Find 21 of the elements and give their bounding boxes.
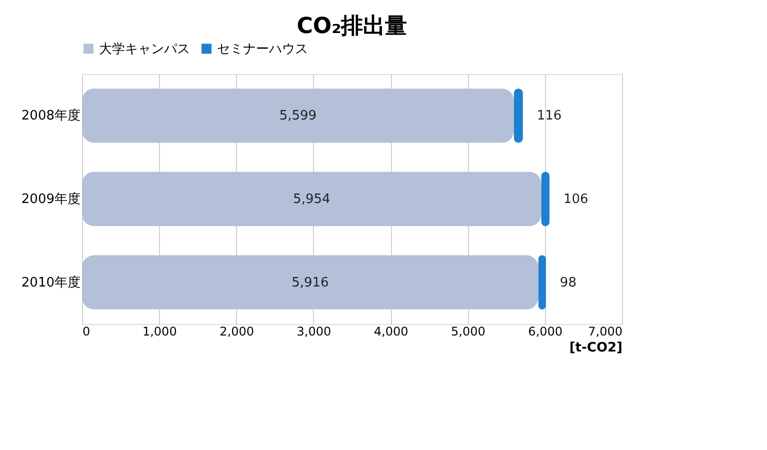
legend-label: 大学キャンパス	[99, 42, 190, 57]
x-tick-label: 2,000	[220, 324, 254, 338]
x-tick-label: 5,000	[451, 324, 486, 338]
x-tick-label: 4,000	[374, 324, 408, 338]
y-tick-label: 2009年度	[21, 191, 80, 207]
data-label: 5,916	[292, 275, 329, 290]
data-label: 106	[563, 192, 588, 207]
x-axis-title: [t-CO2]	[569, 340, 622, 356]
data-label: 5,599	[279, 108, 317, 124]
x-tick-label: 3,000	[296, 324, 332, 338]
legend-label: セミナーハウス	[217, 42, 308, 57]
data-label: 98	[560, 275, 576, 290]
y-tick-label: 2010年度	[21, 274, 80, 290]
data-label: 116	[536, 108, 562, 124]
x-tick-label: 6,000	[528, 324, 563, 338]
chart-title: CO₂排出量	[296, 14, 408, 39]
y-tick-label: 2008年度	[21, 108, 80, 124]
x-tick-label: 0	[82, 324, 90, 338]
x-tick-label: 7,000	[588, 324, 622, 338]
data-label: 5,954	[293, 192, 330, 207]
x-tick-label: 1,000	[142, 324, 177, 338]
